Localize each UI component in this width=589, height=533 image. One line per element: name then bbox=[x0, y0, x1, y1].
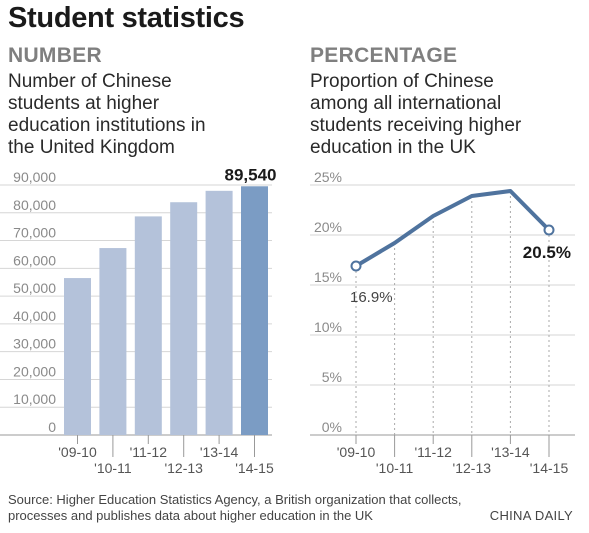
line-ytick-label: 15% bbox=[314, 269, 342, 285]
line-xtick-label: '09-10 bbox=[337, 444, 376, 460]
bar-ytick-label: 40,000 bbox=[13, 308, 56, 324]
left-subtitle-line: Number of Chinese bbox=[8, 71, 172, 92]
right-subtitle-line: among all international bbox=[310, 93, 502, 114]
line-xtick-label: '14-15 bbox=[530, 460, 569, 476]
bar-xtick-label: '14-15 bbox=[235, 460, 274, 476]
bar-xtick-label: '13-14 bbox=[200, 444, 239, 460]
right-kicker: PERCENTAGE bbox=[310, 44, 458, 67]
bar-mark bbox=[134, 216, 162, 435]
line-ytick-label: 25% bbox=[314, 169, 342, 185]
bar-mark bbox=[64, 278, 91, 435]
line-xtick-label: '13-14 bbox=[491, 444, 530, 460]
left-kicker: NUMBER bbox=[8, 44, 102, 67]
bar-ytick-label: 80,000 bbox=[13, 197, 56, 213]
page-title: Student statistics bbox=[8, 2, 245, 34]
bar-xtick-label: '10-11 bbox=[94, 460, 132, 476]
right-subtitle: Proportion of Chinese among all internat… bbox=[310, 71, 521, 159]
line-xtick-label: '12-13 bbox=[453, 460, 492, 476]
line-point bbox=[543, 224, 555, 236]
left-subtitle-line: the United Kingdom bbox=[8, 137, 175, 158]
bar-mark bbox=[99, 248, 127, 435]
bar-ytick-label: 20,000 bbox=[13, 363, 56, 379]
source-note: Source: Higher Education Statistics Agen… bbox=[8, 492, 462, 523]
bar-mark bbox=[205, 190, 233, 435]
left-subtitle-line: education institutions in bbox=[8, 115, 206, 136]
line-data-label: 20.5% bbox=[523, 243, 571, 262]
line-xtick-label: '11-12 bbox=[414, 444, 452, 460]
right-subtitle-line: students receiving higher bbox=[310, 115, 522, 136]
bar-xtick-label: '11-12 bbox=[130, 444, 168, 460]
line-ytick-label: 10% bbox=[314, 319, 342, 335]
left-subtitle: Number of Chinese students at higher edu… bbox=[8, 71, 206, 159]
line-xtick-label: '10-11 bbox=[376, 460, 414, 476]
right-subtitle-line: Proportion of Chinese bbox=[310, 71, 494, 92]
right-subtitle-line: education in the UK bbox=[310, 137, 476, 158]
bar-ytick-label: 10,000 bbox=[13, 391, 56, 407]
bar-xtick-label: '09-10 bbox=[58, 444, 97, 460]
line-ytick-label: 0% bbox=[322, 419, 342, 435]
line-ytick-label: 20% bbox=[314, 219, 342, 235]
line-point bbox=[350, 260, 362, 272]
bar-ytick-label: 70,000 bbox=[13, 225, 56, 241]
line-ytick-label: 5% bbox=[322, 369, 342, 385]
left-subtitle-line: students at higher bbox=[8, 93, 160, 114]
bar-data-label: 89,540 bbox=[225, 165, 277, 184]
bar-ytick-label: 30,000 bbox=[13, 336, 56, 352]
bar-ytick-label: 90,000 bbox=[13, 169, 56, 185]
line-data-label: 16.9% bbox=[350, 289, 393, 306]
bar-ytick-label: 50,000 bbox=[13, 280, 56, 296]
bar-xtick-label: '12-13 bbox=[164, 460, 203, 476]
bar-ytick-label: 0 bbox=[48, 419, 56, 435]
bar-mark bbox=[170, 202, 198, 435]
bar-ytick-label: 60,000 bbox=[13, 252, 56, 268]
bar-mark bbox=[241, 186, 268, 435]
series-line bbox=[354, 189, 551, 268]
credit-label: CHINA DAILY bbox=[489, 508, 573, 523]
